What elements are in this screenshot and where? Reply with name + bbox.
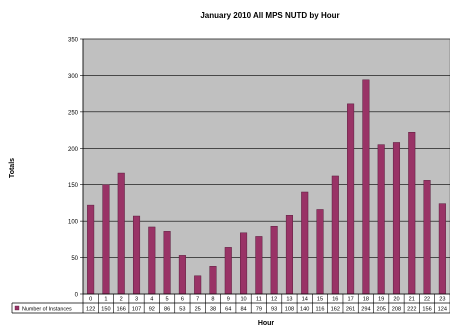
y-tick-label: 150 xyxy=(68,183,79,189)
bar xyxy=(392,142,401,295)
data-table: 0122115021663107492586653725838964108411… xyxy=(11,293,450,314)
x-tick-label: 9 xyxy=(227,297,230,303)
bar xyxy=(224,247,232,295)
y-tick-label: 0 xyxy=(75,293,79,299)
x-tick-label: 3 xyxy=(135,297,138,303)
bar xyxy=(347,103,355,295)
y-tick-label: 100 xyxy=(68,220,79,226)
y-tick-label: 300 xyxy=(68,74,79,80)
plot-area: 0 50 100 150 200 250 300 350 xyxy=(68,38,450,299)
legend-series-name: Number of Instances xyxy=(22,307,72,313)
bar xyxy=(408,132,416,295)
bar xyxy=(117,172,125,295)
bar xyxy=(132,215,141,295)
table-value: 222 xyxy=(407,307,416,313)
plot-background xyxy=(82,38,450,295)
table-value: 64 xyxy=(225,307,231,313)
table-value: 124 xyxy=(438,307,447,313)
x-tick-label: 6 xyxy=(181,297,184,303)
chart-title: January 2010 All MPS NUTD by Hour xyxy=(200,11,339,20)
y-tick-label: 350 xyxy=(68,38,79,44)
bar xyxy=(102,184,110,295)
table-value: 156 xyxy=(422,307,431,313)
x-tick-label: 21 xyxy=(409,297,415,303)
table-value: 86 xyxy=(164,307,170,313)
x-tick-label: 10 xyxy=(240,297,246,303)
bar xyxy=(301,191,309,295)
table-value: 162 xyxy=(331,307,340,313)
x-tick-label: 15 xyxy=(317,297,323,303)
x-tick-label: 5 xyxy=(166,297,169,303)
x-tick-label: 19 xyxy=(378,297,384,303)
bar xyxy=(285,215,293,295)
bar xyxy=(316,209,324,295)
bar xyxy=(270,225,278,295)
table-value: 294 xyxy=(361,307,370,313)
bar xyxy=(362,79,370,295)
bar xyxy=(148,226,156,295)
table-value: 116 xyxy=(316,307,325,313)
x-tick-label: 8 xyxy=(211,297,214,303)
bar xyxy=(377,144,385,295)
table-value: 108 xyxy=(285,307,294,313)
x-tick-label: 1 xyxy=(104,297,107,303)
bar xyxy=(438,203,446,295)
x-tick-label: 14 xyxy=(302,297,308,303)
table-value: 53 xyxy=(179,307,185,313)
y-tick-label: 200 xyxy=(68,147,79,153)
table-value: 25 xyxy=(195,307,201,313)
x-axis-label: Hour xyxy=(258,320,275,327)
x-tick-label: 16 xyxy=(332,297,338,303)
legend-key xyxy=(14,305,20,311)
x-tick-label: 18 xyxy=(363,297,369,303)
table-value: 150 xyxy=(101,307,110,313)
x-tick-label: 2 xyxy=(120,297,123,303)
table-value: 208 xyxy=(392,307,401,313)
table-value: 140 xyxy=(300,307,309,313)
x-tick-label: 22 xyxy=(424,297,430,303)
table-value: 93 xyxy=(271,307,277,313)
bar xyxy=(178,255,186,295)
table-value: 92 xyxy=(149,307,155,313)
table-value: 79 xyxy=(256,307,262,313)
x-tick-label: 0 xyxy=(89,297,92,303)
bar xyxy=(240,232,248,295)
bar xyxy=(163,231,171,295)
bar xyxy=(423,180,431,295)
y-tick-label: 250 xyxy=(68,110,79,116)
bar xyxy=(209,266,217,295)
x-tick-label: 20 xyxy=(393,297,399,303)
x-tick-label: 7 xyxy=(196,297,199,303)
y-tick-label: 50 xyxy=(71,256,78,262)
table-value: 84 xyxy=(240,307,246,313)
x-tick-label: 17 xyxy=(347,297,353,303)
x-tick-label: 12 xyxy=(271,297,277,303)
x-tick-label: 13 xyxy=(286,297,292,303)
x-tick-label: 4 xyxy=(150,297,153,303)
y-axis-label: Totals xyxy=(9,158,16,178)
table-value: 205 xyxy=(377,307,386,313)
x-tick-label: 11 xyxy=(256,297,262,303)
bar xyxy=(87,204,95,295)
bar xyxy=(194,275,202,295)
bar xyxy=(255,236,263,295)
table-value: 261 xyxy=(346,307,355,313)
x-tick-label: 23 xyxy=(439,297,445,303)
table-value: 122 xyxy=(86,307,95,313)
table-value: 107 xyxy=(132,307,141,313)
bar xyxy=(331,175,339,295)
table-value: 166 xyxy=(117,307,126,313)
table-value: 38 xyxy=(210,307,216,313)
